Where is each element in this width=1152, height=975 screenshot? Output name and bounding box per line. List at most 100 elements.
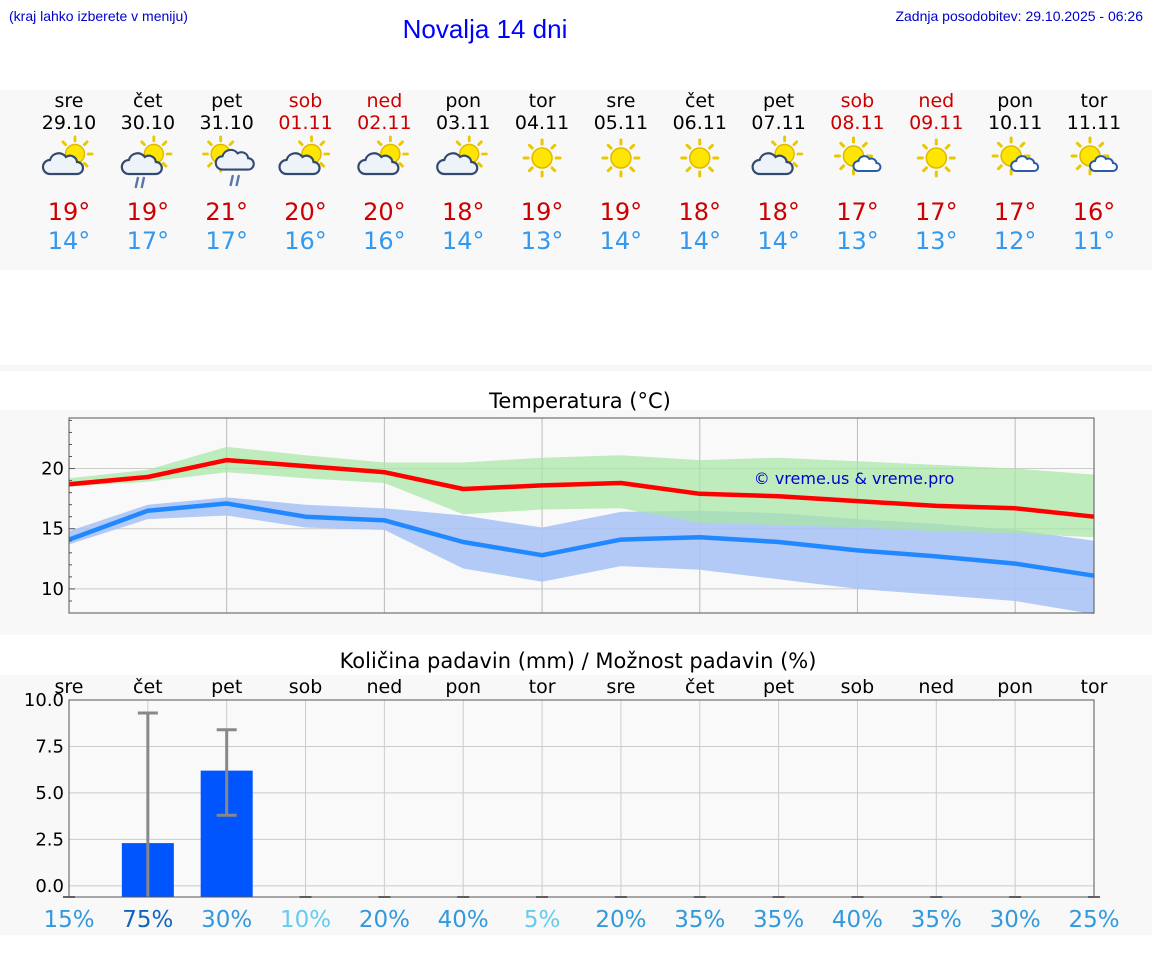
- y-tick-label: 10: [41, 579, 64, 600]
- day-column: čet06.1118°14°: [673, 90, 727, 255]
- sun-icon: [918, 140, 954, 176]
- day-column: tor11.11 16°11°: [1067, 90, 1121, 255]
- y-tick-label: 7.5: [35, 736, 64, 757]
- partly-cloudy-icon: [43, 137, 92, 174]
- category-label: ned: [366, 676, 402, 698]
- day-date: 31.10: [199, 112, 253, 134]
- category-label: sob: [841, 676, 875, 698]
- mostly-sunny-icon: [835, 138, 880, 174]
- day-column: sre29.1019°14°: [42, 90, 96, 255]
- day-column: pon10.1117°12°: [988, 90, 1042, 255]
- day-date: 05.11: [594, 112, 648, 134]
- day-name: čet: [133, 90, 163, 112]
- precipitation-probability: 35%: [674, 907, 725, 933]
- max-temperature: 17°: [915, 198, 958, 226]
- y-tick-label: 15: [41, 519, 64, 540]
- precipitation-probability: 35%: [911, 907, 962, 933]
- min-temperature: 11°: [1073, 227, 1116, 255]
- precipitation-probability: 15%: [43, 907, 94, 933]
- category-label: pet: [211, 676, 242, 698]
- day-date: 29.10: [42, 112, 96, 134]
- partly-cloudy-icon: [280, 137, 329, 174]
- mostly-sunny-icon: [1072, 138, 1117, 174]
- watermark: © vreme.us & vreme.pro: [754, 469, 955, 488]
- category-label: čet: [133, 676, 163, 698]
- day-date: 11.11: [1067, 112, 1121, 134]
- precipitation-probability: 20%: [359, 907, 410, 933]
- precipitation-chart-title: Količina padavin (mm) / Možnost padavin …: [340, 649, 817, 673]
- precipitation-probability: 40%: [438, 907, 489, 933]
- precipitation-probability: 75%: [122, 907, 173, 933]
- mostly-sunny-icon: [993, 138, 1038, 174]
- category-label: pon: [445, 676, 481, 698]
- max-temperature: 17°: [836, 198, 879, 226]
- temperature-chart: Temperatura (°C) 10 15 20 © vreme.us & vre…: [41, 389, 1094, 614]
- day-date: 04.11: [515, 112, 569, 134]
- min-temperature: 13°: [836, 227, 879, 255]
- min-temperature: 14°: [48, 227, 91, 255]
- max-temperature: 19°: [600, 198, 643, 226]
- category-label: čet: [685, 676, 715, 698]
- day-name: tor: [1081, 90, 1108, 112]
- min-temperature: 14°: [600, 227, 643, 255]
- sun-icon: [524, 140, 560, 176]
- day-name: ned: [918, 90, 954, 112]
- min-temperature: 16°: [363, 227, 406, 255]
- forecast-canvas: sre29.1019°14°čet30.1019°17°pet31.1021°1…: [0, 0, 1152, 975]
- sun-cloud-rain-icon: [204, 137, 254, 185]
- precipitation-probability: 20%: [595, 907, 646, 933]
- y-tick-label: 2.5: [35, 829, 64, 850]
- day-name: pon: [445, 90, 481, 112]
- max-temperature: 19°: [48, 198, 91, 226]
- day-name: sob: [841, 90, 875, 112]
- temperature-chart-title: Temperatura (°C): [488, 389, 671, 413]
- min-temperature: 13°: [521, 227, 564, 255]
- y-tick-label: 20: [41, 459, 64, 480]
- category-label: tor: [1081, 676, 1108, 698]
- partly-cloudy-icon: [358, 137, 407, 174]
- partly-cloudy-icon: [437, 137, 486, 174]
- max-temperature: 20°: [363, 198, 406, 226]
- min-temperature: 13°: [915, 227, 958, 255]
- max-temperature: 17°: [994, 198, 1037, 226]
- category-label: pon: [997, 676, 1033, 698]
- min-temperature: 16°: [284, 227, 327, 255]
- day-date: 03.11: [436, 112, 490, 134]
- day-name: tor: [529, 90, 556, 112]
- max-temperature: 18°: [757, 198, 800, 226]
- precipitation-probability: 30%: [990, 907, 1041, 933]
- day-name: pet: [763, 90, 794, 112]
- day-date: 01.11: [278, 112, 332, 134]
- day-date: 30.10: [121, 112, 175, 134]
- day-name: pet: [211, 90, 242, 112]
- sun-icon: [603, 140, 639, 176]
- precipitation-chart: Količina padavin (mm) / Možnost padavin …: [24, 649, 1120, 933]
- max-temperature: 16°: [1073, 198, 1116, 226]
- y-tick-label: 5.0: [35, 783, 64, 804]
- category-label: sob: [289, 676, 323, 698]
- max-temperature: 19°: [127, 198, 170, 226]
- category-label: tor: [529, 676, 556, 698]
- day-date: 08.11: [830, 112, 884, 134]
- precipitation-probability: 40%: [832, 907, 883, 933]
- max-temperature: 18°: [678, 198, 721, 226]
- day-name: pon: [997, 90, 1033, 112]
- max-temperature: 21°: [205, 198, 248, 226]
- min-temperature: 14°: [442, 227, 485, 255]
- max-temperature: 20°: [284, 198, 327, 226]
- sun-icon: [682, 140, 718, 176]
- category-label: pet: [763, 676, 794, 698]
- min-temperature: 14°: [757, 227, 800, 255]
- precipitation-probability: 5%: [524, 907, 561, 933]
- cloudy-rain-icon: [122, 137, 171, 187]
- y-tick-label: 0.0: [35, 876, 64, 897]
- category-label: sre: [606, 676, 635, 698]
- day-name: sob: [289, 90, 323, 112]
